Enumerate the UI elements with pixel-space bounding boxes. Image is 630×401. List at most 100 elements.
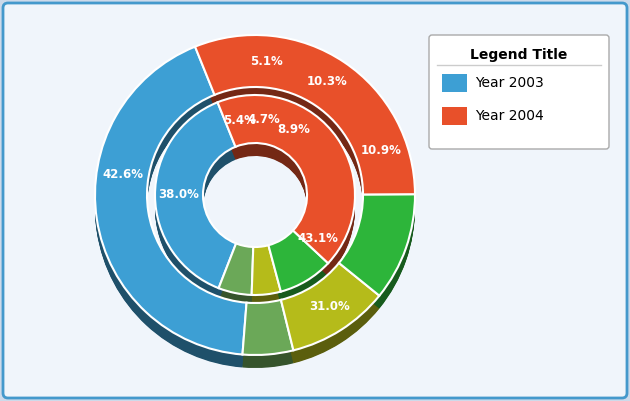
Wedge shape bbox=[155, 103, 236, 289]
Wedge shape bbox=[195, 37, 415, 196]
Text: Legend Title: Legend Title bbox=[471, 48, 568, 62]
Wedge shape bbox=[155, 114, 236, 300]
Wedge shape bbox=[155, 103, 236, 290]
Wedge shape bbox=[281, 271, 379, 358]
Wedge shape bbox=[268, 241, 328, 302]
Wedge shape bbox=[339, 205, 415, 307]
Wedge shape bbox=[219, 252, 253, 304]
Wedge shape bbox=[243, 313, 294, 368]
Wedge shape bbox=[339, 203, 415, 304]
Wedge shape bbox=[217, 98, 355, 266]
Wedge shape bbox=[95, 59, 246, 366]
Wedge shape bbox=[95, 49, 246, 357]
Wedge shape bbox=[243, 305, 294, 360]
Wedge shape bbox=[219, 253, 253, 304]
Wedge shape bbox=[268, 232, 328, 293]
Wedge shape bbox=[251, 249, 281, 298]
Wedge shape bbox=[243, 302, 294, 357]
Wedge shape bbox=[155, 109, 236, 295]
Wedge shape bbox=[217, 108, 355, 276]
Wedge shape bbox=[268, 239, 328, 300]
Wedge shape bbox=[251, 245, 281, 295]
Wedge shape bbox=[95, 49, 246, 356]
Wedge shape bbox=[339, 199, 415, 300]
Wedge shape bbox=[251, 252, 281, 302]
Wedge shape bbox=[281, 270, 379, 357]
Wedge shape bbox=[251, 250, 281, 300]
Wedge shape bbox=[95, 47, 246, 354]
Wedge shape bbox=[219, 253, 253, 305]
Wedge shape bbox=[251, 255, 281, 305]
Text: 10.3%: 10.3% bbox=[307, 75, 347, 89]
Wedge shape bbox=[339, 207, 415, 308]
Wedge shape bbox=[195, 41, 415, 201]
Text: 5.4%: 5.4% bbox=[223, 114, 256, 127]
Wedge shape bbox=[195, 43, 415, 203]
Wedge shape bbox=[251, 256, 281, 306]
Wedge shape bbox=[243, 304, 294, 360]
Wedge shape bbox=[219, 255, 253, 306]
Wedge shape bbox=[268, 234, 328, 296]
Wedge shape bbox=[219, 256, 253, 307]
Wedge shape bbox=[195, 45, 415, 205]
Wedge shape bbox=[155, 105, 236, 292]
Wedge shape bbox=[95, 51, 246, 358]
Wedge shape bbox=[268, 237, 328, 298]
Wedge shape bbox=[219, 248, 253, 300]
Wedge shape bbox=[243, 306, 294, 361]
Wedge shape bbox=[219, 245, 253, 296]
Wedge shape bbox=[251, 251, 281, 300]
Wedge shape bbox=[268, 238, 328, 299]
Wedge shape bbox=[243, 300, 294, 355]
Wedge shape bbox=[219, 249, 253, 300]
Wedge shape bbox=[281, 265, 379, 353]
Wedge shape bbox=[268, 233, 328, 294]
Wedge shape bbox=[217, 103, 355, 271]
Wedge shape bbox=[268, 239, 328, 301]
Wedge shape bbox=[251, 254, 281, 304]
Wedge shape bbox=[219, 251, 253, 303]
Wedge shape bbox=[195, 48, 415, 207]
Wedge shape bbox=[195, 36, 415, 195]
Wedge shape bbox=[339, 205, 415, 306]
Wedge shape bbox=[251, 257, 281, 307]
Wedge shape bbox=[95, 55, 246, 363]
Wedge shape bbox=[268, 242, 328, 303]
Wedge shape bbox=[219, 251, 253, 302]
Wedge shape bbox=[155, 108, 236, 294]
Wedge shape bbox=[219, 256, 253, 308]
Wedge shape bbox=[219, 247, 253, 299]
Wedge shape bbox=[251, 247, 281, 296]
Wedge shape bbox=[281, 269, 379, 357]
Wedge shape bbox=[339, 194, 415, 296]
Wedge shape bbox=[251, 251, 281, 301]
Wedge shape bbox=[217, 106, 355, 274]
Wedge shape bbox=[243, 310, 294, 365]
Wedge shape bbox=[243, 311, 294, 366]
Wedge shape bbox=[243, 300, 294, 356]
Wedge shape bbox=[268, 231, 328, 292]
Wedge shape bbox=[155, 106, 236, 292]
Wedge shape bbox=[243, 303, 294, 358]
Wedge shape bbox=[243, 301, 294, 356]
Wedge shape bbox=[281, 275, 379, 362]
Wedge shape bbox=[217, 101, 355, 270]
Wedge shape bbox=[219, 255, 253, 307]
Text: 8.9%: 8.9% bbox=[278, 124, 311, 136]
Wedge shape bbox=[251, 247, 281, 297]
Wedge shape bbox=[268, 235, 328, 296]
Wedge shape bbox=[195, 38, 415, 198]
Wedge shape bbox=[155, 104, 236, 290]
Wedge shape bbox=[281, 273, 379, 360]
Wedge shape bbox=[339, 195, 415, 296]
Wedge shape bbox=[243, 304, 294, 359]
Wedge shape bbox=[217, 97, 355, 266]
Wedge shape bbox=[195, 41, 415, 200]
Wedge shape bbox=[339, 201, 415, 303]
Wedge shape bbox=[281, 274, 379, 361]
Wedge shape bbox=[219, 254, 253, 305]
Wedge shape bbox=[268, 231, 328, 292]
Wedge shape bbox=[155, 115, 236, 300]
Wedge shape bbox=[155, 113, 236, 299]
Wedge shape bbox=[251, 252, 281, 302]
